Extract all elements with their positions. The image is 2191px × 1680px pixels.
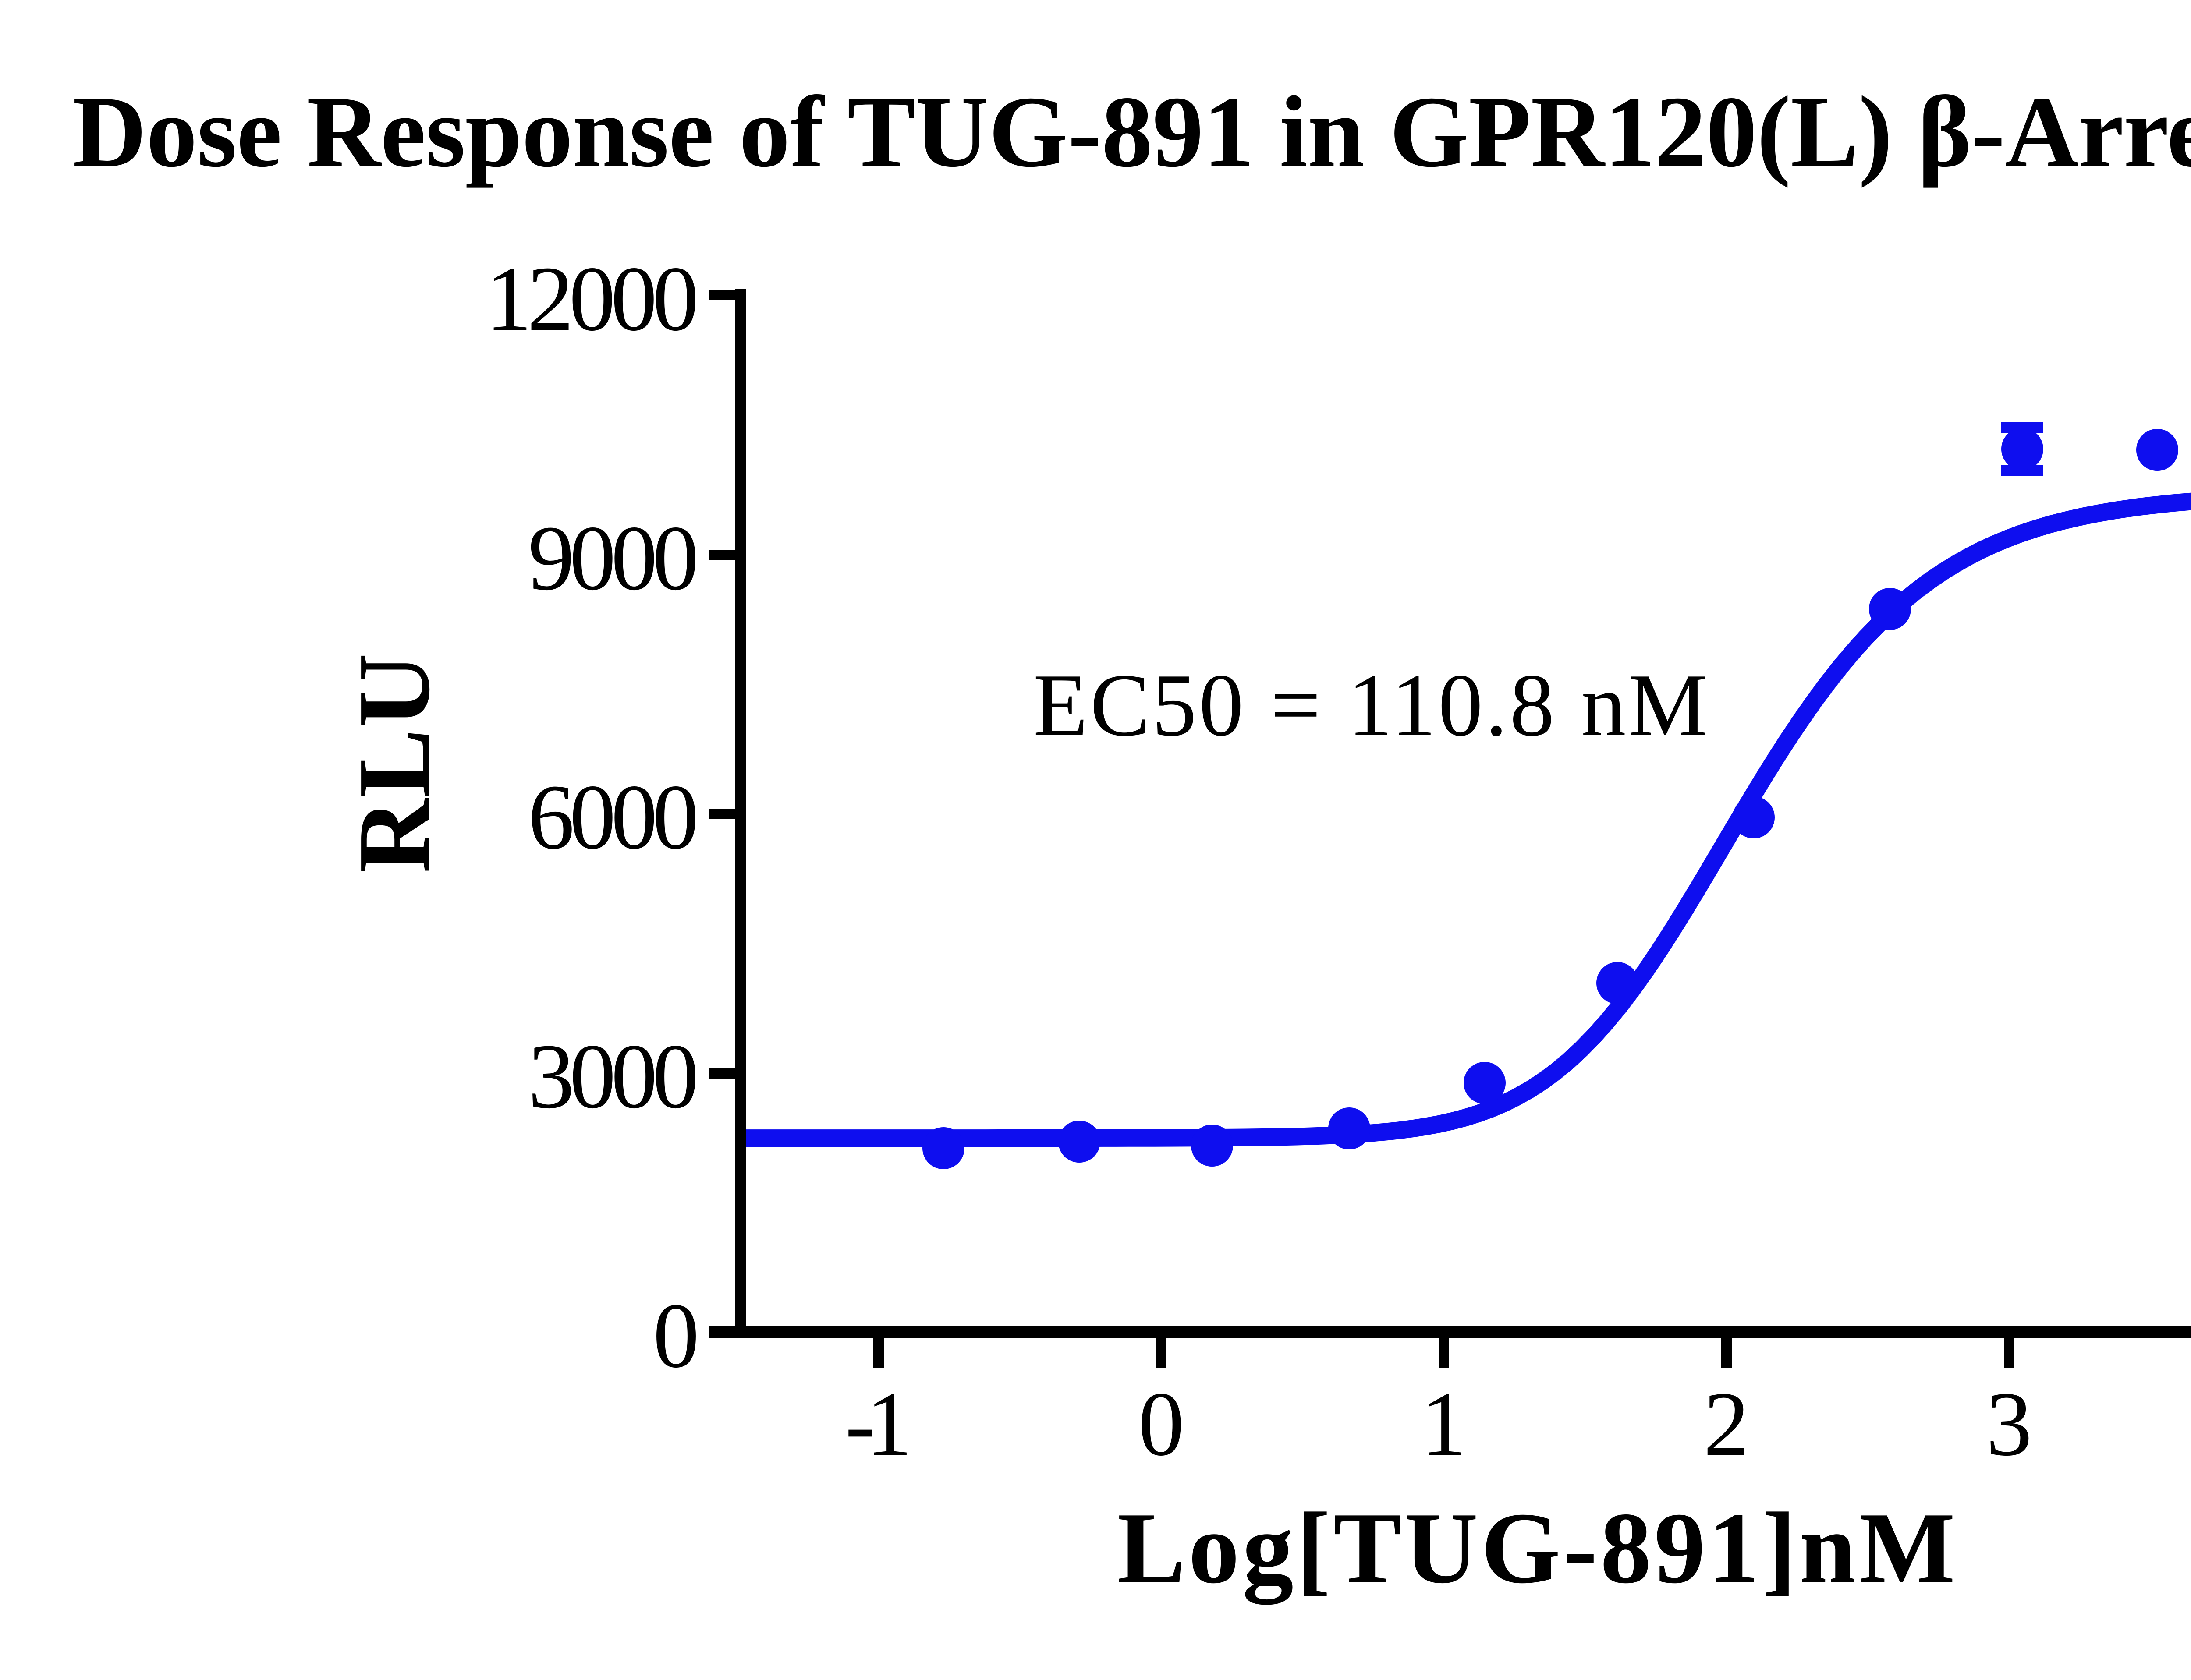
svg-text:Log[TUG-891]nM: Log[TUG-891]nM xyxy=(1117,1492,1955,1605)
svg-text:-1: -1 xyxy=(845,1373,912,1475)
svg-text:EC50 = 110.8 nM: EC50 = 110.8 nM xyxy=(1033,656,1708,755)
svg-text:0: 0 xyxy=(653,1284,699,1387)
svg-text:RLU: RLU xyxy=(337,653,451,873)
svg-text:6000: 6000 xyxy=(528,765,699,868)
svg-text:Dose Response of TUG-891 in GP: Dose Response of TUG-891 in GPR120(L) β-… xyxy=(73,75,2191,188)
svg-text:3: 3 xyxy=(1986,1373,2032,1475)
svg-text:9000: 9000 xyxy=(528,506,699,609)
svg-text:3000: 3000 xyxy=(528,1025,699,1128)
svg-text:1: 1 xyxy=(1421,1373,1467,1475)
svg-text:12000: 12000 xyxy=(486,247,699,350)
svg-text:2: 2 xyxy=(1704,1373,1750,1475)
svg-text:0: 0 xyxy=(1138,1373,1184,1475)
